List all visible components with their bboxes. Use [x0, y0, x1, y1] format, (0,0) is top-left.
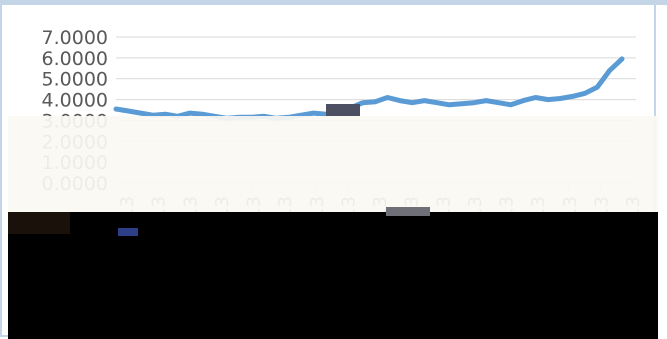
data-point	[472, 101, 476, 105]
data-point	[546, 98, 550, 102]
glitch-panel	[8, 116, 658, 216]
data-point	[435, 101, 439, 105]
data-point	[163, 112, 167, 116]
data-point	[534, 96, 538, 99]
glitch-fragment-a	[8, 212, 70, 234]
data-point	[410, 101, 414, 105]
data-point	[460, 102, 464, 106]
data-point	[361, 101, 365, 105]
y-tick-label: 7.0000	[42, 27, 108, 49]
data-point	[139, 111, 143, 115]
data-point	[386, 96, 389, 99]
data-point	[114, 107, 118, 111]
data-point	[312, 111, 315, 115]
glitch-fragment-d	[118, 228, 138, 236]
data-point	[447, 103, 451, 107]
data-point	[151, 113, 155, 117]
data-point	[571, 94, 575, 98]
data-point	[299, 113, 303, 117]
data-point	[620, 57, 624, 61]
glitch-block-bottom	[8, 212, 658, 339]
data-point	[509, 103, 513, 107]
data-point	[200, 112, 204, 116]
y-tick-label: 6.0000	[42, 48, 108, 70]
data-point	[608, 68, 612, 72]
data-point	[595, 85, 599, 89]
data-point	[398, 99, 402, 103]
data-point	[583, 91, 587, 95]
data-point	[373, 100, 377, 104]
y-tick-label: 4.0000	[42, 90, 108, 112]
y-tick-label: 5.0000	[42, 69, 108, 91]
data-point	[484, 99, 488, 103]
glitch-fragment-c	[326, 104, 360, 116]
frame-top-bar	[0, 0, 667, 5]
data-point	[188, 111, 192, 115]
data-point	[126, 109, 130, 113]
data-point	[423, 99, 426, 103]
data-point	[558, 97, 562, 100]
series-line	[113, 56, 625, 121]
data-point	[497, 101, 501, 105]
data-point	[521, 99, 525, 103]
series-group	[113, 56, 625, 121]
glitch-fragment-b	[386, 207, 430, 216]
